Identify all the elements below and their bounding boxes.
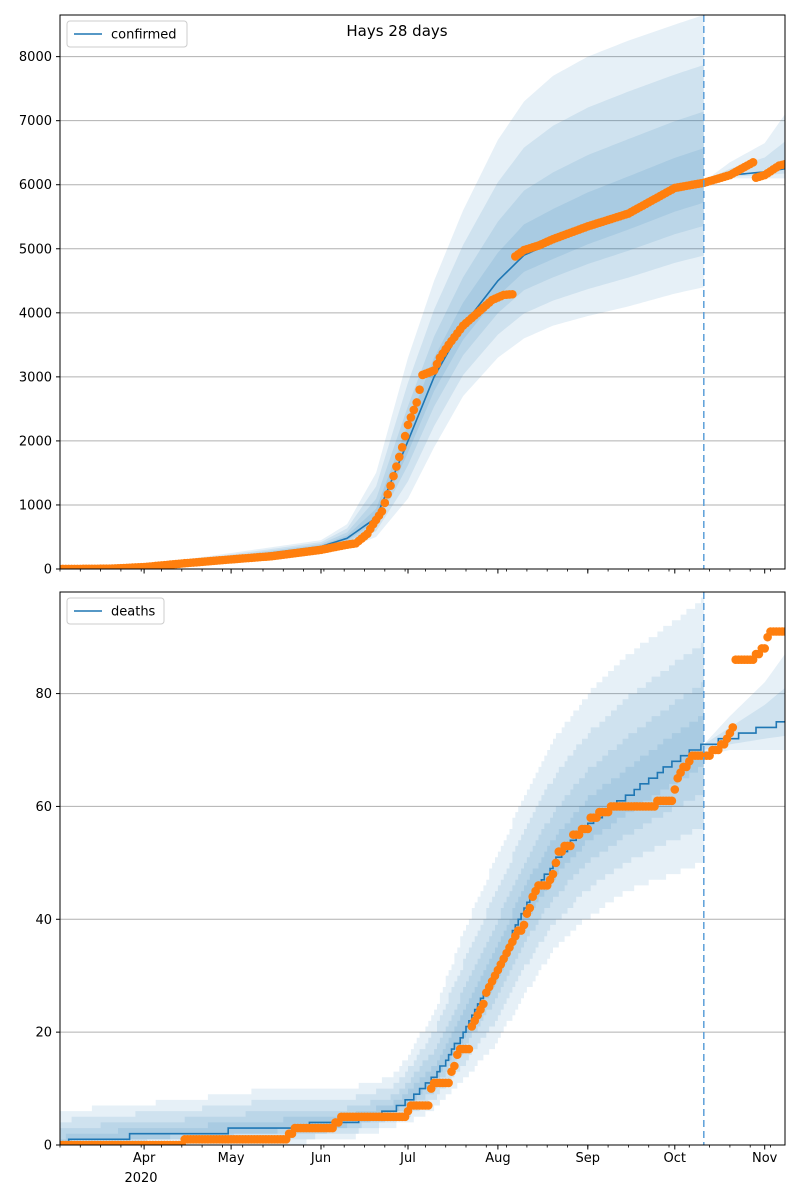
observed-point [406, 413, 416, 422]
observed-point [429, 366, 439, 375]
y-tick-label: 5000 [19, 242, 52, 257]
y-tick-label: 3000 [19, 370, 52, 385]
observed-point [415, 385, 424, 394]
deaths-legend: deaths [66, 597, 165, 625]
observed-point [403, 420, 413, 430]
observed-point [519, 920, 529, 930]
y-tick-label: 20 [35, 1026, 52, 1041]
observed-point [551, 858, 561, 868]
deaths-uncertainty-bands [60, 597, 785, 1145]
confirmed-panel: 0 1000 2000 3000 4000 5000 6000 7000 8000 Hays 2… [19, 14, 786, 578]
observed-point [424, 1101, 433, 1110]
observed-point [397, 443, 407, 452]
forecast-band [703, 654, 785, 756]
observed-point [412, 398, 422, 407]
uncertainty-band [60, 597, 704, 1145]
observed-point [450, 1061, 459, 1071]
observed-point [760, 644, 769, 653]
x-tick-label: Nov [752, 1151, 778, 1166]
deaths-grid [60, 693, 785, 1033]
y-tick-label: 8000 [19, 50, 52, 65]
y-tick-label: 4000 [19, 306, 52, 321]
observed-point [409, 405, 419, 415]
y-tick-label: 0 [44, 563, 52, 578]
observed-point [583, 824, 593, 834]
forecast-band [703, 114, 785, 182]
uncertainty-band [60, 682, 704, 1145]
observed-point [479, 999, 488, 1009]
confirmed-plot-frame [59, 14, 786, 570]
confirmed-legend-label: confirmed [111, 28, 177, 43]
deaths-plot-frame [59, 591, 786, 1146]
observed-point [525, 903, 535, 913]
confirmed-legend: confirmed [66, 20, 188, 48]
observed-point [748, 158, 758, 167]
observed-point [377, 507, 387, 516]
y-tick-label: 2000 [19, 434, 52, 449]
uncertainty-band [60, 64, 704, 569]
deaths-x-ticks: Apr May Jun Jul Aug Sep Oct Nov [59, 1145, 778, 1166]
x-axis-year-label: 2020 [124, 1171, 157, 1186]
deaths-legend-label: deaths [111, 605, 156, 620]
y-tick-label: 80 [35, 687, 52, 702]
observed-point [548, 869, 558, 879]
x-tick-label: May [218, 1151, 245, 1166]
x-tick-label: Apr [133, 1151, 156, 1166]
uncertainty-band [60, 148, 704, 569]
uncertainty-band [60, 15, 704, 569]
observed-point [392, 462, 401, 471]
uncertainty-band [60, 111, 704, 569]
observed-point [667, 796, 677, 806]
uncertainty-band [60, 642, 704, 1145]
observed-point [780, 159, 785, 169]
observed-point [780, 627, 785, 636]
y-tick-label: 60 [35, 800, 52, 815]
x-tick-label: Jul [399, 1151, 416, 1166]
y-tick-label: 1000 [19, 498, 52, 513]
x-tick-label: Aug [485, 1151, 510, 1166]
observed-point [464, 1044, 474, 1054]
y-tick-label: 40 [35, 913, 52, 928]
confirmed-x-ticks [59, 569, 771, 574]
x-tick-label: Jun [310, 1151, 331, 1166]
observed-point [728, 723, 738, 732]
observed-point [400, 431, 410, 441]
x-tick-label: Sep [576, 1151, 601, 1166]
deaths-y-ticks: 0 20 40 60 80 [35, 687, 60, 1154]
observed-point [383, 489, 393, 499]
x-tick-label: Oct [664, 1151, 686, 1166]
observed-point [380, 498, 390, 508]
confirmed-observed-points [60, 158, 785, 569]
forecast-band [703, 687, 785, 750]
deaths-panel: 0 20 40 60 80 Apr May Jun Jul Aug Sep Oct Nov death… [35, 591, 786, 1186]
y-tick-label: 0 [44, 1139, 52, 1154]
observed-point [386, 481, 395, 491]
y-tick-label: 6000 [19, 178, 52, 193]
observed-point [395, 452, 404, 462]
chart-title: Hays 28 days [346, 22, 447, 40]
observed-point [389, 471, 398, 481]
deaths-observed-points [60, 627, 785, 1145]
observed-point [566, 841, 575, 851]
observed-point [432, 359, 442, 369]
y-tick-label: 7000 [19, 114, 52, 129]
observed-point [444, 1078, 453, 1088]
observed-point [508, 289, 517, 299]
observed-point [670, 785, 680, 794]
confirmed-y-ticks: 0 1000 2000 3000 4000 5000 6000 7000 8000 [19, 50, 60, 578]
